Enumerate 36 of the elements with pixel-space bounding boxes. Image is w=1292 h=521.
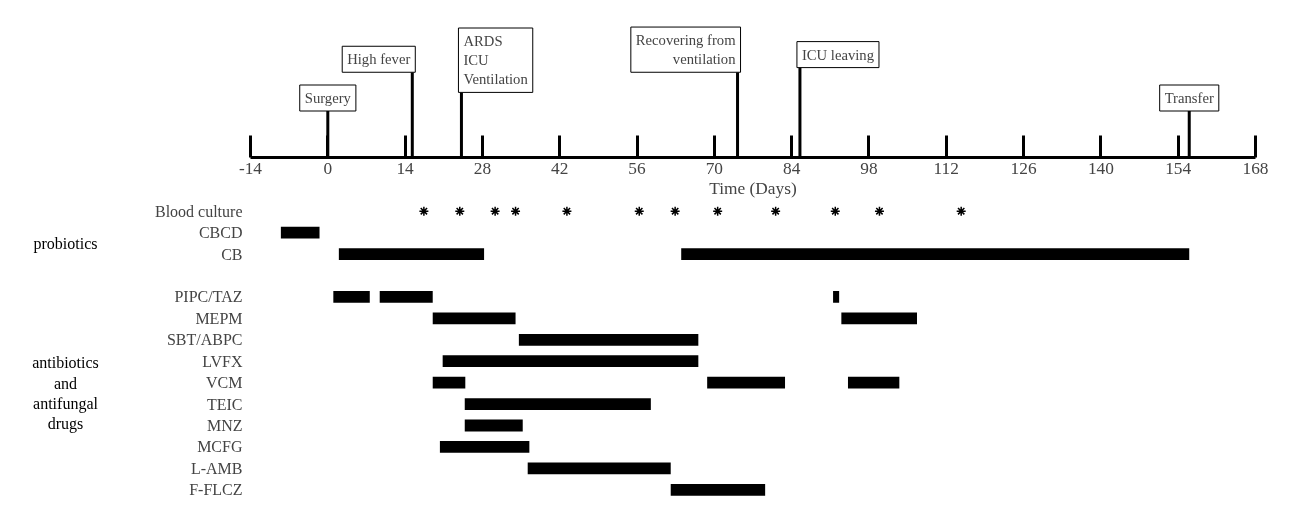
y-tick-label: L-AMB [190,459,243,477]
x-tick-label: 140 [1087,158,1114,178]
y-tick-label: F-FLCZ [189,481,243,499]
text: probiotics [33,234,98,253]
x-tick-label: 154 [1165,158,1192,178]
x-tick-label: 112 [933,158,959,178]
text: antibiotics and antifungal drugs [32,354,99,434]
x-tick-label: 56 [628,158,647,178]
y-tick-label: CBCD [198,224,243,242]
ref-line-label: ARDS ICU Ventilation [463,33,529,88]
ref-line-label: Transfer [1164,90,1214,106]
x-tick-label: 98 [860,158,878,178]
y-tick-label: TEIC [206,395,243,413]
y-tick-label: MNZ [206,417,243,434]
y-tick-label: VCM [206,374,243,392]
x-tick-label: 28 [473,158,492,178]
y-tick-label: LVFX [202,352,243,370]
ref-line-label: Surgery [304,90,352,106]
x-tick-label: -14 [238,158,263,178]
x-tick-label: 84 [782,158,801,178]
y-tick-label: PIPC/TAZ [174,288,243,306]
x-axis-title: Time (Days) [709,178,797,198]
y-tick-label: Blood culture [154,202,243,220]
x-tick-label: 0 [323,158,333,178]
ref-line-label: ICU leaving [801,46,875,63]
x-tick-label: 126 [1010,158,1037,178]
x-tick-label: 168 [1242,158,1269,178]
x-tick-label: 70 [705,158,724,178]
x-tick-label: 14 [396,158,415,178]
y-tick-label: CB [221,245,243,263]
y-tick-label: MEPM [195,309,243,327]
ref-line-label: Recovering from ventilation [635,32,737,68]
y-tick-label: SBT/ABPC [166,331,243,349]
x-tick-label: 42 [551,158,569,178]
y-tick-label: MCFG [197,438,243,456]
ref-line-label: High fever [347,51,411,68]
